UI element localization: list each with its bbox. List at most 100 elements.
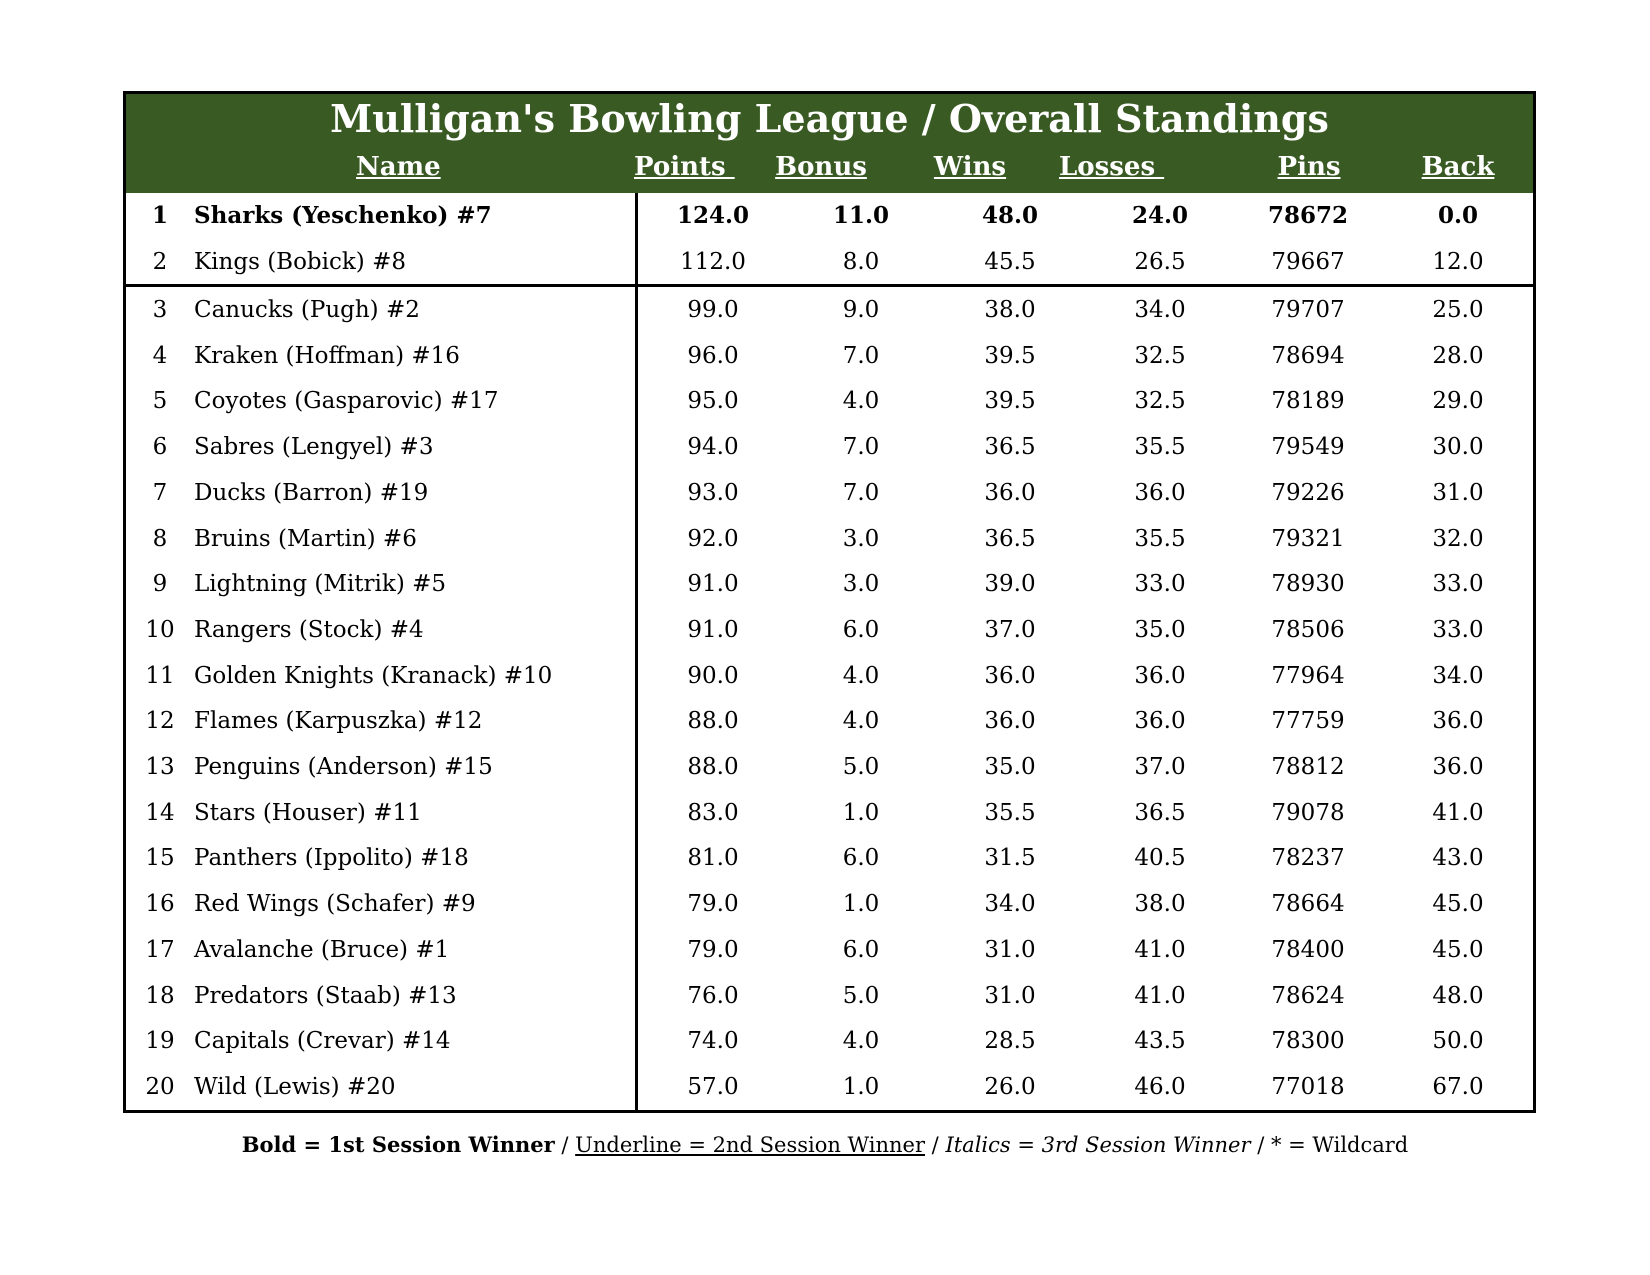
cell-name: Stars (Houser) #11	[194, 799, 422, 826]
cell-pins: 77018	[1271, 1073, 1345, 1100]
cell-wins: 31.5	[984, 845, 1036, 872]
cell-losses: 46.0	[1134, 1073, 1186, 1100]
table-row: 3 Canucks (Pugh) #2 99.0 9.0 38.0 34.0 79707 25…	[126, 287, 1533, 333]
cell-back: 31.0	[1432, 479, 1484, 506]
cell-points: 91.0	[687, 616, 739, 643]
table-row: 7 Ducks (Barron) #19 93.0 7.0 36.0 36.0 79226 3…	[126, 470, 1533, 516]
cell-back: 29.0	[1432, 388, 1484, 415]
cell-losses: 36.5	[1134, 799, 1186, 826]
cell-pins: 78506	[1271, 616, 1345, 643]
table-row: 13 Penguins (Anderson) #15 88.0 5.0 35.0 37.0…	[126, 744, 1533, 790]
cell-rank: 3	[152, 297, 168, 323]
cell-name: Sharks (Yeschenko) #7	[194, 202, 492, 229]
cell-losses: 35.5	[1134, 434, 1186, 461]
cell-wins: 37.0	[984, 616, 1036, 643]
cell-bonus: 6.0	[842, 845, 880, 872]
cell-pins: 78624	[1271, 982, 1345, 1009]
table-row: 2 Kings (Bobick) #8 112.0 8.0 45.5 26.5 79667 1…	[126, 239, 1533, 285]
table-row: 4 Kraken (Hoffman) #16 96.0 7.0 39.5 32.5 7869…	[126, 333, 1533, 379]
table-row: 17 Avalanche (Bruce) #1 79.0 6.0 31.0 41.0 784…	[126, 927, 1533, 973]
column-divider	[635, 193, 638, 1110]
cell-back: 0.0	[1437, 202, 1479, 229]
cell-rank: 15	[145, 845, 175, 872]
cell-bonus: 11.0	[832, 202, 890, 229]
cell-back: 43.0	[1432, 845, 1484, 872]
cell-rank: 10	[145, 616, 175, 643]
cell-pins: 78672	[1267, 202, 1349, 229]
cell-pins: 79226	[1271, 479, 1345, 506]
cell-back: 33.0	[1432, 571, 1484, 598]
cell-pins: 79707	[1271, 297, 1345, 323]
cell-back: 33.0	[1432, 616, 1484, 643]
cell-name: Rangers (Stock) #4	[194, 616, 424, 643]
standings-table: Mulligan's Bowling League / Overall Stan…	[123, 91, 1536, 1113]
cell-back: 45.0	[1432, 936, 1484, 963]
cell-points: 93.0	[687, 479, 739, 506]
cell-wins: 48.0	[981, 202, 1039, 229]
cell-pins: 78237	[1271, 845, 1345, 872]
cell-wins: 36.5	[984, 434, 1036, 461]
cell-wins: 34.0	[984, 891, 1036, 918]
cell-bonus: 4.0	[842, 1028, 880, 1055]
cell-pins: 79667	[1271, 249, 1345, 275]
cell-wins: 36.0	[984, 662, 1036, 689]
legend: Bold = 1st Session Winner / Underline = …	[0, 1130, 1650, 1160]
cell-wins: 36.0	[984, 479, 1036, 506]
cell-rank: 4	[152, 342, 168, 369]
cell-losses: 36.0	[1134, 708, 1186, 735]
cell-pins: 78930	[1271, 571, 1345, 598]
cell-losses: 37.0	[1134, 754, 1186, 780]
table-row: 19 Capitals (Crevar) #14 74.0 4.0 28.5 43.5 78…	[126, 1018, 1533, 1064]
cell-bonus: 6.0	[842, 616, 880, 643]
cell-rank: 19	[145, 1028, 175, 1055]
table-row: 15 Panthers (Ippolito) #18 81.0 6.0 31.5 40.5…	[126, 835, 1533, 881]
cell-losses: 24.0	[1131, 202, 1189, 229]
cell-bonus: 3.0	[842, 525, 880, 552]
cell-losses: 36.0	[1134, 662, 1186, 689]
header-name: Name	[356, 152, 441, 182]
cell-bonus: 1.0	[842, 891, 880, 918]
cell-losses: 32.5	[1134, 388, 1186, 415]
cell-points: 79.0	[687, 936, 739, 963]
cell-rank: 14	[145, 799, 175, 826]
cell-pins: 78664	[1271, 891, 1345, 918]
cell-back: 12.0	[1432, 249, 1484, 275]
cell-name: Red Wings (Schafer) #9	[194, 891, 476, 918]
cell-losses: 34.0	[1134, 297, 1186, 323]
cell-losses: 35.5	[1134, 525, 1186, 552]
cell-points: 92.0	[687, 525, 739, 552]
cell-points: 95.0	[687, 388, 739, 415]
cell-losses: 36.0	[1134, 479, 1186, 506]
cell-wins: 28.5	[984, 1028, 1036, 1055]
cell-name: Coyotes (Gasparovic) #17	[194, 388, 499, 415]
table-row: 6 Sabres (Lengyel) #3 94.0 7.0 36.5 35.5 79549…	[126, 424, 1533, 470]
cell-points: 74.0	[687, 1028, 739, 1055]
cell-pins: 78694	[1271, 342, 1345, 369]
cell-wins: 39.5	[984, 342, 1036, 369]
cell-rank: 5	[152, 388, 168, 415]
cell-bonus: 7.0	[842, 434, 880, 461]
cell-name: Predators (Staab) #13	[194, 982, 457, 1009]
cell-wins: 36.0	[984, 708, 1036, 735]
cell-rank: 6	[152, 434, 168, 461]
cell-name: Flames (Karpuszka) #12	[194, 708, 483, 735]
cell-name: Kraken (Hoffman) #16	[194, 342, 460, 369]
cell-pins: 79321	[1271, 525, 1345, 552]
header-points: Points	[634, 152, 735, 182]
cell-name: Kings (Bobick) #8	[194, 249, 406, 275]
cell-pins: 79549	[1271, 434, 1345, 461]
cell-bonus: 4.0	[842, 662, 880, 689]
table-header: Mulligan's Bowling League / Overall Stan…	[126, 94, 1533, 193]
cell-wins: 45.5	[984, 249, 1036, 275]
cell-points: 112.0	[680, 249, 746, 275]
cell-points: 91.0	[687, 571, 739, 598]
legend-separator: /	[925, 1133, 946, 1157]
cell-name: Panthers (Ippolito) #18	[194, 845, 469, 872]
cell-wins: 38.0	[984, 297, 1036, 323]
table-row: 20 Wild (Lewis) #20 57.0 1.0 26.0 46.0 77018 67…	[126, 1064, 1533, 1110]
cell-rank: 8	[152, 525, 168, 552]
cell-name: Sabres (Lengyel) #3	[194, 434, 434, 461]
cell-points: 88.0	[687, 708, 739, 735]
table-row: 18 Predators (Staab) #13 76.0 5.0 31.0 41.0 78…	[126, 973, 1533, 1019]
cell-losses: 33.0	[1134, 571, 1186, 598]
